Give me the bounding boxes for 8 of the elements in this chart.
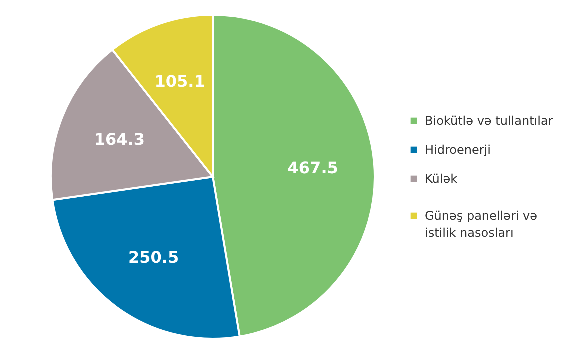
legend-label: Günəş panelləri və istilik nasosları [425, 209, 538, 240]
legend-label: Hidroenerji [425, 143, 491, 157]
legend-label: Külək [425, 172, 458, 186]
data-label: 467.5 [288, 158, 338, 178]
legend-label: Biokütlə və tullantılar [425, 114, 554, 128]
data-label: 105.1 [154, 72, 206, 92]
data-label: 250.5 [128, 248, 180, 268]
data-label: 164.3 [94, 130, 145, 149]
